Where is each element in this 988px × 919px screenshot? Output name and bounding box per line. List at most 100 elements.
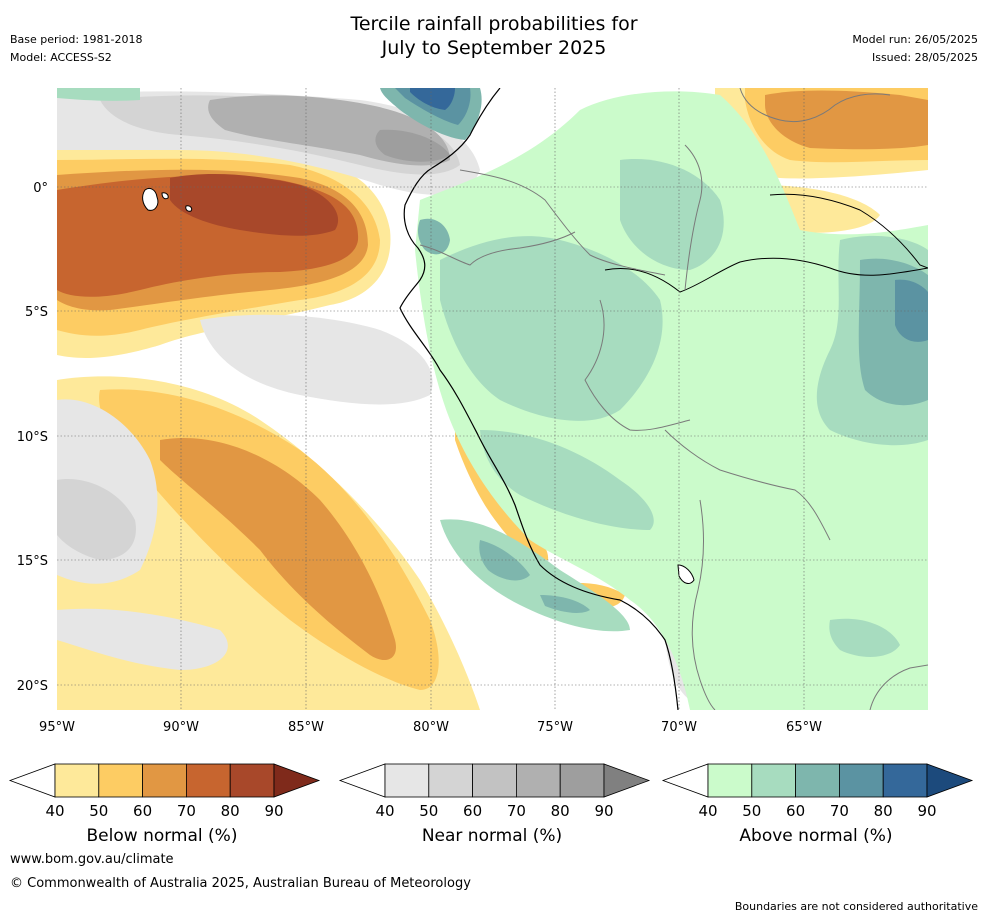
country-boundary	[739, 88, 891, 123]
above-normal-region	[480, 430, 654, 530]
lon-label: 90°W	[163, 720, 199, 735]
below-normal-region	[160, 438, 396, 660]
lat-label: 5°S	[25, 305, 48, 320]
colorbar-tick-label: 40	[698, 802, 717, 820]
colorbar-tick-label: 90	[917, 802, 936, 820]
lon-label: 65°W	[786, 720, 822, 735]
base-period: Base period: 1981-2018	[10, 33, 143, 46]
above-normal-region	[479, 540, 530, 581]
colorbar-tick-label: 50	[742, 802, 761, 820]
colorbar-tick-label: 90	[594, 802, 613, 820]
colorbar-segment	[472, 763, 517, 798]
coastline	[604, 257, 928, 293]
probability-map: 0° 5°S 10°S 15°S 20°S 95°W 90°W 85°W 80°…	[17, 88, 928, 735]
colorbar-tick-label: 70	[507, 802, 526, 820]
colorbar-extend-high	[926, 763, 974, 798]
country-boundary	[684, 144, 703, 291]
colorbar-segment	[559, 763, 605, 798]
colorbar-near-label: Near normal (%)	[421, 826, 563, 846]
near-normal-region	[57, 479, 136, 560]
colorbar-above-normal: 40 50 60 70 80 90	[661, 763, 974, 820]
lon-label: 80°W	[413, 720, 449, 735]
colorbar-segment	[98, 763, 144, 798]
probability-fields	[57, 88, 928, 710]
colorbar-segment	[384, 763, 430, 798]
near-normal-region	[200, 314, 433, 405]
colorbar-extend-high	[273, 763, 321, 798]
colorbar-segment	[229, 763, 275, 798]
colorbar-tick-label: 50	[89, 802, 108, 820]
island	[142, 187, 159, 211]
colorbar-tick-label: 60	[786, 802, 805, 820]
colorbar-tick-label: 70	[177, 802, 196, 820]
country-boundary	[664, 429, 831, 541]
colorbar-tick-label: 60	[463, 802, 482, 820]
colorbar-extend-high	[603, 763, 651, 798]
above-normal-region	[540, 595, 590, 613]
meta-left: Base period: 1981-2018 Model: ACCESS-S2	[10, 31, 142, 67]
colorbar-tick-label: 60	[133, 802, 152, 820]
lon-label: 75°W	[537, 720, 573, 735]
lat-label: 15°S	[17, 554, 48, 569]
country-boundary	[584, 299, 691, 431]
colorbar-tick-label: 70	[830, 802, 849, 820]
footer-copyright: © Commonwealth of Australia 2025, Austra…	[10, 876, 471, 891]
title-line-1: Tercile rainfall probabilities for	[350, 13, 638, 35]
footer-disclaimer: Boundaries are not considered authoritat…	[734, 900, 978, 913]
colorbar-tick-label: 40	[375, 802, 394, 820]
lat-label: 0°	[33, 181, 48, 196]
country-boundary	[869, 664, 928, 710]
lat-label: 10°S	[17, 430, 48, 445]
meta-right: Model run: 26/05/2025 Issued: 28/05/2025	[852, 31, 978, 67]
colorbar-tick-label: 80	[551, 802, 570, 820]
above-normal-region	[410, 88, 455, 110]
footer-url: www.bom.gov.au/climate	[10, 852, 174, 867]
colorbar-extend-low	[8, 763, 56, 798]
colorbar-segment	[882, 763, 928, 798]
island	[185, 205, 193, 212]
colorbar-below-normal: 40 50 60 70 80 90	[8, 763, 321, 820]
lon-label: 85°W	[288, 720, 324, 735]
colorbar-below-label: Below normal (%)	[86, 826, 238, 846]
colorbar-segment	[751, 763, 796, 798]
model-name: Model: ACCESS-S2	[10, 51, 112, 64]
colorbar-above-label: Above normal (%)	[739, 826, 893, 846]
colorbars: 40 50 60 70 80 90 40 50 60 70 80 90 40 50 60 70 80 90	[8, 763, 974, 820]
colorbar-tick-label: 50	[419, 802, 438, 820]
lon-label: 70°W	[661, 720, 697, 735]
colorbar-tick-label: 90	[264, 802, 283, 820]
colorbar-tick-label: 80	[874, 802, 893, 820]
colorbar-tick-label: 40	[45, 802, 64, 820]
colorbar-near-normal: 40 50 60 70 80 90	[338, 763, 651, 820]
below-normal-region	[765, 90, 928, 150]
near-normal-region	[375, 129, 450, 162]
colorbar-segment	[428, 763, 473, 798]
above-normal-region	[57, 88, 140, 101]
above-normal-region	[829, 618, 900, 657]
above-normal-region	[417, 218, 450, 255]
coastline	[769, 193, 928, 269]
country-boundary	[419, 231, 576, 266]
model-run: Model run: 26/05/2025	[852, 33, 978, 46]
colorbar-segment	[516, 763, 561, 798]
colorbar-extend-low	[338, 763, 386, 798]
colorbar-tick-label: 80	[221, 802, 240, 820]
map-title: Tercile rainfall probabilities for July …	[0, 12, 988, 60]
colorbar-segment	[185, 763, 231, 798]
lon-label: 95°W	[39, 720, 75, 735]
above-normal-region	[440, 236, 663, 421]
title-line-2: July to September 2025	[381, 37, 607, 59]
colorbar-extend-low	[661, 763, 709, 798]
below-normal-region	[170, 174, 339, 236]
near-normal-region	[57, 608, 228, 670]
lat-label: 20°S	[17, 679, 48, 694]
country-boundary	[459, 169, 666, 276]
colorbar-segment	[839, 763, 884, 798]
colorbar-segment	[142, 763, 187, 798]
colorbar-segment	[707, 763, 753, 798]
lake	[677, 564, 695, 584]
country-boundary	[691, 499, 716, 710]
coastline	[399, 88, 679, 710]
island	[161, 192, 169, 200]
issued-date: Issued: 28/05/2025	[871, 51, 978, 64]
